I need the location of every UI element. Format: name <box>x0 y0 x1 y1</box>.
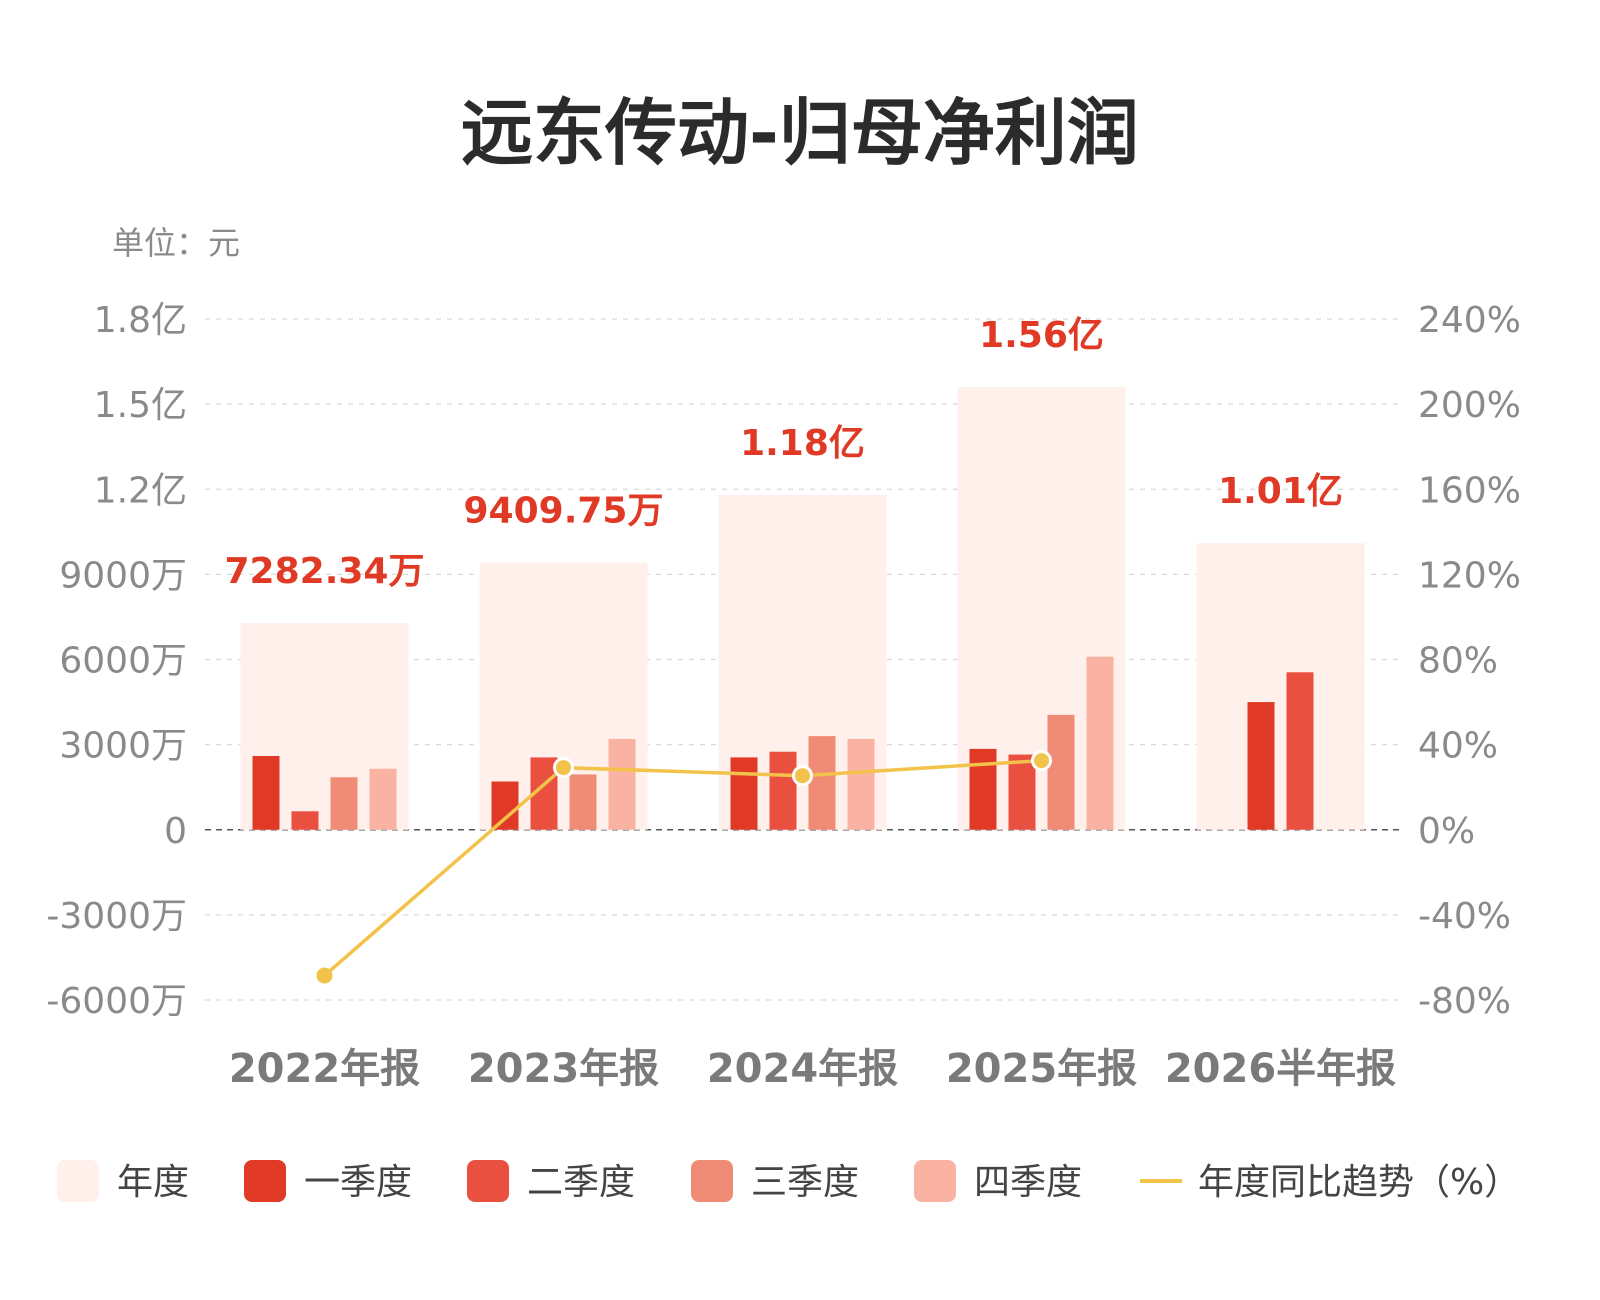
right-tick-label: 160% <box>1418 470 1521 511</box>
bar-quarter <box>1047 714 1075 830</box>
bar-quarter <box>369 768 397 830</box>
right-tick-label: 200% <box>1418 385 1521 426</box>
legend-label: 二季度 <box>527 1162 635 1203</box>
legend-label: 年度同比趋势（%） <box>1198 1162 1520 1203</box>
yoy-point <box>553 757 574 779</box>
legend-swatch <box>691 1160 733 1202</box>
yoy-point <box>1031 750 1052 772</box>
right-tick-label: 0% <box>1418 811 1475 852</box>
chart-title: 远东传动-归母净利润 <box>461 91 1139 175</box>
bars: 7282.34万 9409.75万 1.18亿 1.56亿 1.01亿 <box>225 315 1365 830</box>
yoy-line-path <box>323 758 1042 977</box>
left-axis: 1.8亿 1.5亿 1.2亿 9000万 6000万 3000万 0 -3000万 -6000万 <box>46 300 187 1022</box>
bar-quarter <box>491 781 519 830</box>
right-tick-label: 40% <box>1418 726 1498 767</box>
legend-swatch <box>57 1160 99 1202</box>
category-label: 2026半年报 <box>1165 1046 1396 1092</box>
legend-label: 年度 <box>117 1162 189 1203</box>
bar-annual <box>1196 543 1365 830</box>
legend-swatch <box>244 1160 286 1202</box>
bar-quarter <box>847 738 875 830</box>
bar-quarter <box>1286 672 1314 830</box>
right-axis: 240% 200% 160% 120% 80% 40% 0% -40% -80% <box>1418 300 1521 1022</box>
legend-swatch <box>914 1160 956 1202</box>
yoy-line <box>316 750 1052 984</box>
left-tick-label: 1.2亿 <box>94 470 187 511</box>
yoy-point <box>316 967 333 984</box>
legend: 年度 一季度 二季度 三季度 四季度 年度同比趋势（%） <box>57 1160 1520 1203</box>
right-tick-label: -40% <box>1418 896 1511 937</box>
left-tick-label: 6000万 <box>59 641 187 682</box>
category-label: 2022年报 <box>229 1046 420 1092</box>
annual-total-label: 9409.75万 <box>464 491 664 532</box>
unit-label: 单位：元 <box>112 224 240 262</box>
bar-quarter <box>330 777 358 830</box>
right-tick-label: -80% <box>1418 981 1511 1022</box>
left-tick-label: 1.8亿 <box>94 300 187 341</box>
annual-total-label: 1.56亿 <box>979 315 1104 356</box>
right-tick-label: 80% <box>1418 641 1498 682</box>
annual-total-label: 7282.34万 <box>225 551 425 592</box>
category-label: 2024年报 <box>707 1046 898 1092</box>
right-tick-label: 240% <box>1418 300 1521 341</box>
legend-label: 一季度 <box>304 1162 412 1203</box>
left-tick-label: 9000万 <box>59 555 187 596</box>
left-tick-label: 1.5亿 <box>94 385 187 426</box>
bar-quarter <box>808 736 836 830</box>
x-axis: 2022年报 2023年报 2024年报 2025年报 2026半年报 <box>229 1046 1396 1092</box>
bar-quarter <box>569 774 597 830</box>
bar-quarter <box>252 755 280 830</box>
left-tick-label: 3000万 <box>59 726 187 767</box>
left-tick-label: 0 <box>164 811 187 852</box>
left-tick-label: -3000万 <box>46 896 187 937</box>
legend-swatch <box>467 1160 509 1202</box>
right-tick-label: 120% <box>1418 555 1521 596</box>
annual-total-label: 1.18亿 <box>740 423 865 464</box>
yoy-point <box>792 765 813 787</box>
bar-quarter <box>730 757 758 830</box>
bar-quarter <box>291 811 319 830</box>
bar-quarter <box>1086 656 1114 830</box>
bar-quarter <box>1008 754 1036 830</box>
legend-label: 四季度 <box>974 1162 1082 1203</box>
category-label: 2023年报 <box>468 1046 659 1092</box>
annual-total-label: 1.01亿 <box>1218 471 1343 512</box>
bar-quarter <box>608 738 636 830</box>
category-label: 2025年报 <box>946 1046 1137 1092</box>
bar-quarter <box>769 751 797 830</box>
bar-quarter <box>1247 702 1275 830</box>
legend-label: 三季度 <box>751 1162 859 1203</box>
left-tick-label: -6000万 <box>46 981 187 1022</box>
bar-quarter <box>969 748 997 830</box>
